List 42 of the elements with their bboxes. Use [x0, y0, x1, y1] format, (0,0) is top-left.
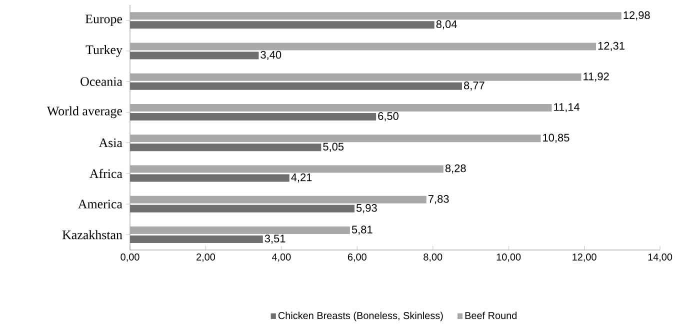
y-tick-label: Africa — [90, 168, 122, 178]
data-label: 3,40 — [260, 50, 282, 60]
data-label: 8,04 — [436, 20, 457, 30]
bar — [130, 73, 582, 81]
x-tick-label: 2,00 — [196, 254, 216, 262]
bar — [130, 104, 552, 112]
data-label: 8,28 — [445, 164, 466, 174]
y-tick-label: Asia — [98, 138, 122, 148]
legend-label: Chicken Breasts (Boneless, Skinless) — [278, 312, 443, 322]
y-tick-label: Turkey — [86, 45, 122, 57]
data-label: 5,93 — [356, 204, 377, 214]
bar — [130, 42, 596, 50]
data-label: 12,98 — [624, 11, 650, 20]
data-label: 10,85 — [543, 134, 570, 143]
x-tick-label: 12,00 — [572, 254, 596, 262]
data-label: 3,51 — [264, 234, 286, 244]
bar — [130, 12, 622, 20]
x-tick-label: 8,00 — [424, 254, 442, 262]
y-tick-label: Europe — [85, 14, 122, 26]
data-label: 4,21 — [291, 173, 312, 182]
data-label: 11,14 — [554, 103, 580, 112]
data-label: 7,83 — [428, 195, 449, 204]
y-tick-label: Oceania — [80, 77, 122, 86]
x-tick-label: 4,00 — [272, 254, 291, 262]
y-tick-label: America — [78, 200, 122, 208]
bar — [130, 196, 426, 204]
data-label: 12,31 — [598, 42, 624, 51]
data-label: 6,50 — [378, 112, 398, 122]
legend-label: Beef Round — [465, 312, 517, 320]
x-tick-label: 0,00 — [120, 254, 140, 262]
data-label: 8,77 — [464, 82, 484, 91]
y-tick-label: Kazakhstan — [62, 230, 122, 240]
bar — [130, 226, 350, 234]
x-tick-label: 14,00 — [648, 254, 672, 262]
data-label: 5,05 — [323, 142, 344, 152]
data-label: 11,92 — [584, 72, 609, 82]
x-tick-label: 6,00 — [348, 254, 366, 262]
data-label: 5,81 — [352, 226, 372, 235]
bar — [130, 165, 444, 173]
bar — [130, 134, 541, 142]
y-tick-label: World average — [46, 106, 122, 118]
x-tick-label: 10,00 — [496, 254, 521, 262]
